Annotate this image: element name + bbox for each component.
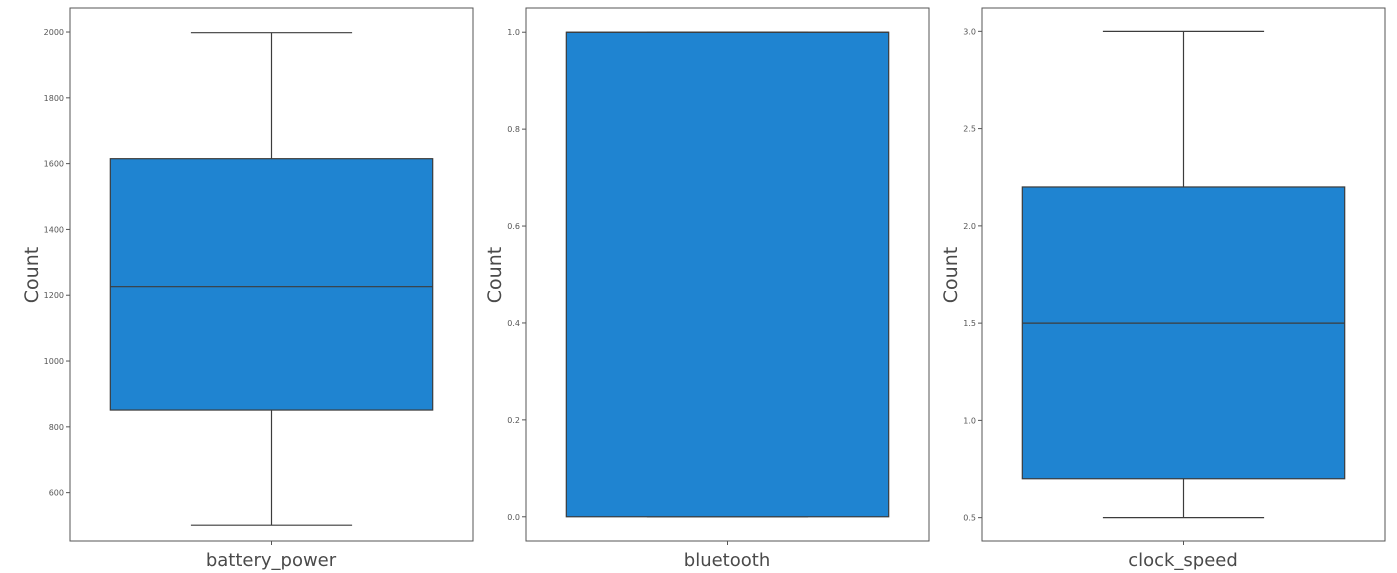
box-battery-power xyxy=(109,32,434,545)
y-tick-label: 0.4 xyxy=(507,319,520,328)
panel-battery-power: 600 800 1000 1200 1400 1600 1800 2000 Count bat… xyxy=(21,7,474,571)
y-tick-label: 1.5 xyxy=(963,319,976,328)
y-ticks: 600 800 1000 1200 1400 1600 1800 2000 xyxy=(44,28,70,498)
y-tick-label: 0.8 xyxy=(507,125,520,134)
iqr-box xyxy=(565,31,890,518)
y-tick-label: 0.0 xyxy=(507,513,520,522)
x-category-label: battery_power xyxy=(206,550,337,571)
box-bluetooth xyxy=(565,31,890,545)
iqr-box xyxy=(109,158,434,411)
panel-bluetooth: 0.0 0.2 0.4 0.6 0.8 1.0 Count bluetooth xyxy=(484,7,930,571)
iqr-box xyxy=(1021,186,1346,480)
y-axis-label: Count xyxy=(21,247,43,303)
y-tick-label: 2.5 xyxy=(963,125,976,134)
y-ticks: 0.5 1.0 1.5 2.0 2.5 3.0 xyxy=(963,27,982,523)
y-axis-label: Count xyxy=(484,247,506,303)
y-tick-label: 0.6 xyxy=(507,222,520,231)
y-tick-label: 1.0 xyxy=(963,416,976,425)
x-category-label: bluetooth xyxy=(684,550,770,571)
y-tick-label: 2000 xyxy=(44,28,64,37)
y-tick-label: 1200 xyxy=(44,291,64,300)
y-tick-label: 3.0 xyxy=(963,27,976,36)
y-tick-label: 1600 xyxy=(44,160,64,169)
y-tick-label: 0.2 xyxy=(507,416,520,425)
y-tick-label: 1400 xyxy=(44,225,64,234)
x-category-label: clock_speed xyxy=(1128,550,1238,571)
box-clock-speed xyxy=(1021,30,1346,545)
y-tick-label: 2.0 xyxy=(963,222,976,231)
panel-clock-speed: 0.5 1.0 1.5 2.0 2.5 3.0 Count clock_speed xyxy=(940,7,1386,571)
y-tick-label: 600 xyxy=(49,489,64,498)
y-axis-label: Count xyxy=(940,247,962,303)
y-tick-label: 1000 xyxy=(44,357,64,366)
y-tick-label: 1.0 xyxy=(507,28,520,37)
y-tick-label: 0.5 xyxy=(963,514,976,523)
y-tick-label: 800 xyxy=(49,423,64,432)
y-ticks: 0.0 0.2 0.4 0.6 0.8 1.0 xyxy=(507,28,526,522)
y-tick-label: 1800 xyxy=(44,94,64,103)
